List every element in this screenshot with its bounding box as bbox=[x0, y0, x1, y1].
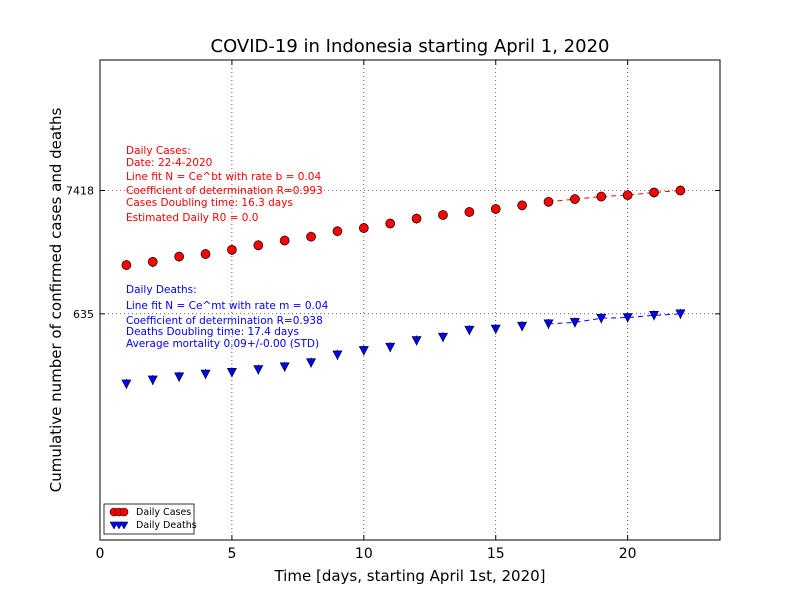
cases-point-day-16 bbox=[517, 200, 527, 211]
cases-point-day-5 bbox=[227, 245, 237, 255]
cases-point-day-1 bbox=[121, 260, 132, 270]
deaths-point-day-9 bbox=[332, 350, 343, 361]
deaths-point-day-6 bbox=[253, 365, 264, 375]
deaths-point-day-1 bbox=[121, 379, 132, 390]
deaths-point-day-11 bbox=[385, 342, 396, 353]
cases-point-day-13 bbox=[438, 210, 448, 220]
cases-point-day-18 bbox=[570, 194, 580, 204]
chart-title: COVID-19 in Indonesia starting April 1, … bbox=[211, 36, 610, 57]
deaths-annotation-line-5: Average mortality 0.09+/-0.00 (STD) bbox=[126, 338, 319, 350]
plot-frame bbox=[99, 59, 721, 541]
deaths-point-day-16 bbox=[517, 321, 528, 332]
x-axis-label: Time [days, starting April 1st, 2020] bbox=[273, 567, 545, 585]
y-axis-label: Cumulative number of confirmed cases and… bbox=[47, 108, 65, 493]
data-marks bbox=[121, 185, 686, 390]
cases-annotation-line-6: Estimated Daily R0 = 0.0 bbox=[126, 212, 258, 224]
grid bbox=[100, 60, 720, 540]
deaths-point-day-19 bbox=[596, 313, 607, 324]
cases-annotation-line-2: Date: 22-4-2020 bbox=[126, 157, 212, 169]
deaths-point-day-18 bbox=[569, 318, 580, 328]
cases-annotation-line-1: Daily Cases: bbox=[126, 145, 191, 157]
deaths-annotation-line-3: Coefficient of determination R=0.938 bbox=[126, 315, 323, 327]
x-tick-label: 20 bbox=[619, 546, 637, 562]
cases-annotation-line-5: Cases Doubling time: 16.3 days bbox=[126, 197, 293, 209]
cases-point-day-17 bbox=[543, 196, 554, 207]
cases-point-day-6 bbox=[253, 240, 264, 251]
deaths-point-day-13 bbox=[437, 332, 448, 343]
x-tick-label: 0 bbox=[96, 546, 105, 562]
deaths-point-day-10 bbox=[358, 346, 369, 356]
cases-point-day-2 bbox=[147, 256, 158, 267]
deaths-fit-line bbox=[548, 313, 681, 325]
deaths-point-day-20 bbox=[622, 313, 633, 323]
y-tick-label: 7418 bbox=[66, 185, 94, 198]
cases-point-day-15 bbox=[490, 204, 501, 214]
deaths-annotation: Daily Deaths: Line fit N = Ce^mt with ra… bbox=[126, 284, 329, 350]
cases-annotation-line-3: Line fit N = Ce^bt with rate b = 0.04 bbox=[126, 171, 321, 183]
deaths-point-day-2 bbox=[147, 375, 158, 386]
cases-point-day-12 bbox=[411, 213, 422, 224]
deaths-point-day-14 bbox=[464, 325, 475, 336]
fit-lines bbox=[548, 190, 681, 325]
deaths-point-day-15 bbox=[490, 324, 501, 335]
deaths-point-day-3 bbox=[174, 372, 185, 382]
x-tick-label: 15 bbox=[487, 546, 505, 562]
deaths-annotation-line-4: Deaths Doubling time: 17.4 days bbox=[126, 326, 299, 338]
deaths-point-day-4 bbox=[200, 369, 211, 380]
cases-point-day-10 bbox=[358, 223, 369, 233]
deaths-annotation-line-1: Daily Deaths: bbox=[126, 284, 197, 296]
cases-point-day-11 bbox=[385, 218, 396, 229]
cases-point-day-22 bbox=[675, 185, 686, 196]
deaths-point-day-12 bbox=[411, 336, 422, 346]
legend-deaths-label: Daily Deaths bbox=[136, 520, 197, 531]
legend-cases-label: Daily Cases bbox=[136, 507, 191, 518]
cases-annotation-line-4: Coefficient of determination R=0.993 bbox=[126, 185, 323, 197]
cases-point-day-9 bbox=[332, 226, 343, 237]
deaths-point-day-7 bbox=[279, 362, 290, 372]
legend-deaths-marker bbox=[109, 521, 129, 530]
cases-point-day-3 bbox=[174, 251, 184, 262]
deaths-point-day-5 bbox=[226, 368, 237, 378]
deaths-point-day-21 bbox=[649, 311, 660, 321]
axis-ticks: 0 5 10 15 20 635 7418 bbox=[66, 60, 720, 562]
cases-point-day-21 bbox=[649, 187, 659, 198]
deaths-point-day-8 bbox=[306, 358, 317, 368]
deaths-point-day-17 bbox=[543, 319, 554, 330]
deaths-point-day-22 bbox=[675, 309, 686, 319]
deaths-annotation-line-2: Line fit N = Ce^mt with rate m = 0.04 bbox=[126, 300, 329, 312]
legend-cases-marker bbox=[109, 507, 129, 517]
cases-fit-line bbox=[548, 190, 681, 203]
cases-point-day-14 bbox=[464, 207, 475, 217]
x-tick-label: 10 bbox=[355, 546, 373, 562]
cases-annotation: Daily Cases: Date: 22-4-2020 Line fit N … bbox=[126, 145, 323, 224]
legend: Daily Cases Daily Deaths bbox=[103, 503, 197, 535]
cases-point-day-8 bbox=[306, 231, 316, 242]
y-tick-label: 635 bbox=[73, 308, 94, 321]
cases-point-day-7 bbox=[279, 235, 290, 246]
cases-point-day-4 bbox=[200, 249, 211, 259]
x-tick-label: 5 bbox=[227, 546, 236, 562]
cases-point-day-19 bbox=[596, 191, 607, 202]
cases-point-day-20 bbox=[622, 190, 633, 201]
